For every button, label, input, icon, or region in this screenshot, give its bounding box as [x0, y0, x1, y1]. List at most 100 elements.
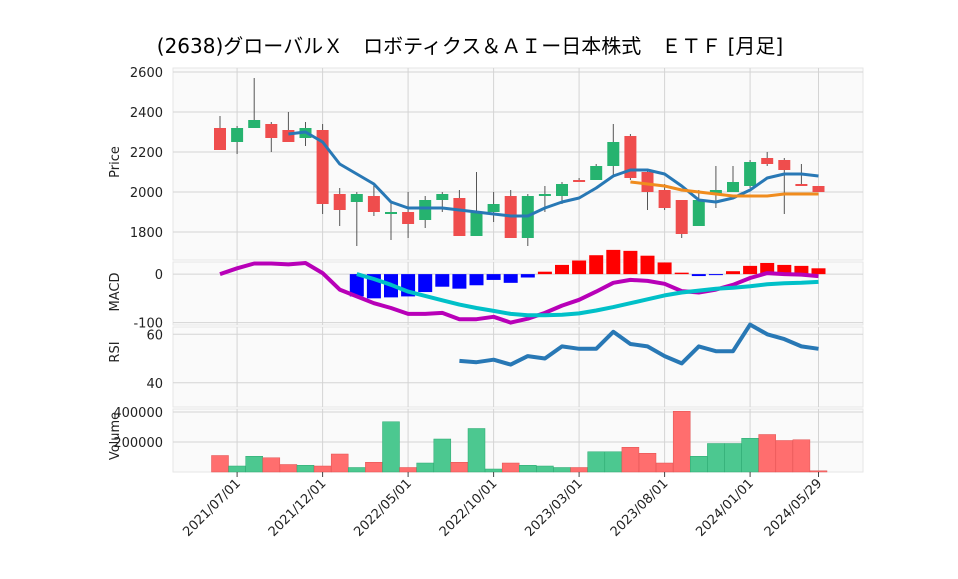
- candle-body: [658, 190, 671, 208]
- volume-bar: [467, 428, 486, 473]
- candle-body: [744, 162, 757, 186]
- volume-bar: [330, 453, 349, 473]
- macd-hist-bar: [657, 262, 672, 275]
- volume-bar: [570, 467, 588, 473]
- volume-bar: [621, 447, 640, 473]
- candle-body: [248, 120, 261, 128]
- candle-body: [812, 186, 825, 192]
- volume-bar: [672, 411, 691, 473]
- candle-body: [727, 182, 739, 192]
- volume-ytick-0: 200000: [113, 436, 163, 451]
- volume-bar: [399, 467, 417, 473]
- candle-body: [624, 136, 637, 178]
- price-ytick-4: 2600: [130, 66, 163, 81]
- macd-hist-bar: [555, 264, 569, 275]
- candle-body: [709, 190, 722, 194]
- macd-hist-bar: [435, 274, 450, 287]
- macd-hist-bar: [486, 274, 501, 280]
- macd-hist-bar: [726, 271, 740, 275]
- xtick-label-3: 2022/10/01: [437, 476, 501, 540]
- macd-hist-bar: [418, 274, 433, 293]
- macd-hist-bar: [537, 271, 552, 275]
- macd-ytick-1: 0: [155, 268, 163, 283]
- candle-body: [367, 196, 380, 212]
- volume-bar: [638, 453, 657, 473]
- volume-bar: [262, 457, 281, 473]
- volume-bar: [296, 465, 315, 473]
- chart-title: (2638)グローバルＸ ロボティクス＆ＡＩー日本株式 ＥＴＦ [月足]: [157, 34, 783, 58]
- volume-bar: [724, 443, 742, 473]
- macd-ylabel: MACD: [108, 273, 123, 312]
- macd-hist-bar: [623, 250, 638, 275]
- volume-bar: [313, 465, 332, 473]
- volume-bar: [536, 465, 554, 473]
- macd-hist-bar: [572, 260, 587, 275]
- macd-hist-bar: [708, 274, 723, 276]
- candle-body: [573, 180, 586, 182]
- candle-body: [231, 128, 244, 142]
- rsi-ytick-1: 60: [146, 328, 163, 343]
- volume-bar: [758, 434, 776, 473]
- candle-body: [778, 160, 791, 170]
- macd-hist-bar: [777, 264, 792, 275]
- volume-bar: [245, 456, 263, 473]
- candle-body: [316, 130, 329, 204]
- volume-bar: [365, 462, 383, 473]
- xtick-label-2: 2022/05/01: [351, 476, 415, 540]
- candle-body: [590, 166, 603, 180]
- volume-bar: [792, 439, 811, 473]
- volume-bar: [519, 465, 537, 473]
- candle-body: [675, 200, 688, 234]
- macd-hist-bar: [503, 274, 518, 283]
- volume-bar: [348, 467, 366, 473]
- macd-hist-bar: [760, 262, 775, 275]
- candle-body: [333, 194, 346, 210]
- candle-body: [214, 128, 226, 150]
- rsi-line: [459, 322, 819, 367]
- volume-bar: [211, 455, 229, 473]
- candle-body: [641, 172, 654, 192]
- macd-hist-bar: [606, 249, 621, 275]
- macd-hist-bar: [674, 272, 689, 275]
- volume-bar: [655, 462, 674, 473]
- candle-body: [470, 212, 483, 236]
- volume-bar: [741, 438, 759, 473]
- candle-body: [453, 198, 466, 236]
- volume-bar: [690, 456, 708, 473]
- volume-ylabel: Volume: [108, 412, 123, 460]
- candle-body: [795, 184, 808, 186]
- macd-hist-bar: [691, 274, 706, 277]
- candle-body: [556, 184, 568, 196]
- candle-body: [282, 130, 295, 142]
- volume-bar: [433, 438, 452, 473]
- candle-body: [350, 194, 363, 202]
- volume-bar: [775, 440, 794, 473]
- rsi-ylabel: RSI: [108, 341, 123, 362]
- macd-hist-bar: [589, 255, 604, 275]
- candle-body: [385, 212, 397, 214]
- macd-hist-bar: [794, 265, 809, 275]
- xtick-label-6: 2024/01/01: [693, 476, 757, 540]
- candle-body: [265, 124, 278, 138]
- price-ytick-3: 2400: [130, 106, 163, 121]
- candle-body: [402, 212, 415, 224]
- macd-hist-bar: [452, 274, 467, 289]
- price-ytick-0: 1800: [130, 226, 163, 241]
- macd-hist-bar: [469, 274, 484, 286]
- macd-ytick-0: -100: [133, 317, 163, 332]
- candle-body: [538, 194, 551, 196]
- rsi-panel-bg: [172, 326, 864, 408]
- rsi-panel: 40 60 RSI: [108, 322, 864, 408]
- candle-body: [692, 200, 705, 226]
- volume-bar: [707, 443, 725, 473]
- xtick-label-0: 2021/07/01: [180, 476, 244, 540]
- price-ytick-1: 2000: [130, 186, 163, 201]
- signal-line: [356, 272, 819, 318]
- xtick-label-1: 2021/12/01: [266, 476, 330, 540]
- volume-bar: [484, 468, 503, 473]
- volume-bar: [553, 467, 571, 473]
- volume-bar: [450, 462, 469, 473]
